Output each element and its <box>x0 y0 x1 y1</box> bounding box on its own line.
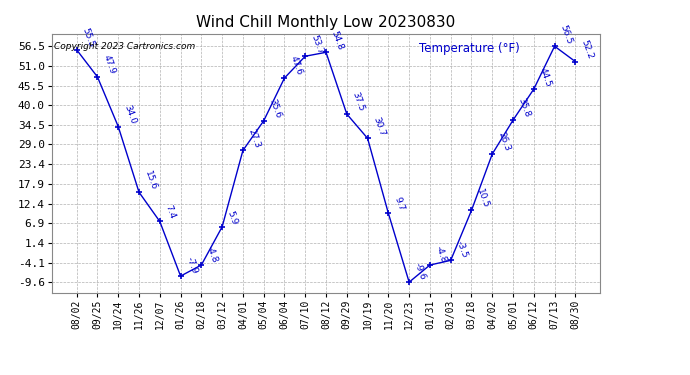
Text: 52.2: 52.2 <box>579 39 594 60</box>
Title: Wind Chill Monthly Low 20230830: Wind Chill Monthly Low 20230830 <box>197 15 455 30</box>
Text: Copyright 2023 Cartronics.com: Copyright 2023 Cartronics.com <box>55 42 196 51</box>
Text: 47.6: 47.6 <box>288 55 304 77</box>
Text: 30.7: 30.7 <box>371 115 386 137</box>
Text: -4.8: -4.8 <box>433 244 448 264</box>
Text: 56.5: 56.5 <box>558 23 573 45</box>
Text: 10.5: 10.5 <box>475 188 491 209</box>
Text: 53.7: 53.7 <box>309 33 324 55</box>
Text: -3.5: -3.5 <box>455 240 469 259</box>
Text: 54.8: 54.8 <box>330 29 345 51</box>
Text: 44.5: 44.5 <box>538 66 553 88</box>
Text: 34.0: 34.0 <box>122 104 137 126</box>
Text: 26.3: 26.3 <box>496 131 511 153</box>
Text: -7.9: -7.9 <box>184 255 199 275</box>
Text: 37.5: 37.5 <box>351 91 366 113</box>
Text: 27.3: 27.3 <box>246 128 262 149</box>
Text: -4.8: -4.8 <box>205 244 219 264</box>
Text: 15.6: 15.6 <box>143 169 158 191</box>
Text: 35.6: 35.6 <box>268 98 283 120</box>
Text: 35.8: 35.8 <box>517 97 532 119</box>
Text: 47.9: 47.9 <box>101 54 117 76</box>
Text: 7.4: 7.4 <box>164 204 177 220</box>
Text: Temperature (°F): Temperature (°F) <box>420 42 520 54</box>
Text: 9.7: 9.7 <box>392 196 406 212</box>
Text: 5.9: 5.9 <box>226 209 239 226</box>
Text: -9.6: -9.6 <box>413 261 427 281</box>
Text: 55.5: 55.5 <box>81 27 96 49</box>
